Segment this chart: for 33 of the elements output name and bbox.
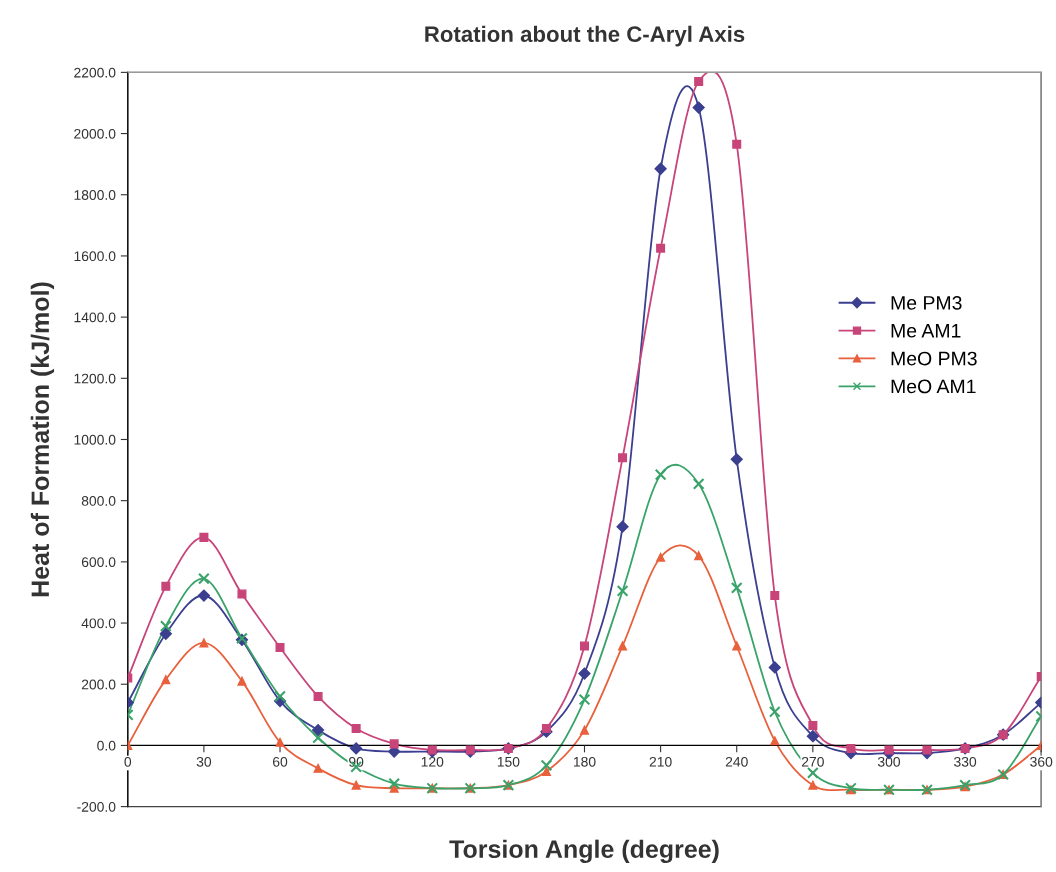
legend-label: Me PM3 xyxy=(891,295,962,310)
y-tick-label: 1000.0 xyxy=(74,434,116,445)
x-tick-label: 120 xyxy=(421,756,444,767)
y-axis-title: Heat of Formation (kJ/mol) xyxy=(30,282,55,597)
y-tick-label: 2200.0 xyxy=(74,67,116,78)
x-tick-label: 60 xyxy=(273,756,288,767)
y-tick-label: 0.0 xyxy=(97,740,116,751)
y-tick-label: 800.0 xyxy=(81,496,116,506)
x-axis-title: Torsion Angle (degree) xyxy=(449,839,719,864)
x-tick-label: 90 xyxy=(349,756,364,767)
y-tick-label: 1200.0 xyxy=(74,373,116,384)
x-tick-label: 30 xyxy=(196,756,212,767)
x-tick-label: 0 xyxy=(124,756,132,767)
chart-title: Rotation about the C-Aryl Axis xyxy=(425,25,745,47)
y-tick-label: 1600.0 xyxy=(74,251,116,262)
legend-label: MeO AM1 xyxy=(891,379,976,394)
x-tick-label: 180 xyxy=(573,756,596,767)
x-tick-label: 270 xyxy=(801,756,824,767)
y-tick-label: 2000.0 xyxy=(74,128,116,139)
y-tick-label: 1400.0 xyxy=(74,312,116,323)
legend-label: Me AM1 xyxy=(891,324,961,338)
x-tick-label: 150 xyxy=(497,756,520,767)
y-tick-label: 600.0 xyxy=(81,557,116,568)
x-tick-label: 240 xyxy=(725,756,748,767)
x-tick-label: 300 xyxy=(877,756,901,767)
y-tick-label: 200.0 xyxy=(81,679,116,690)
y-tick-label: 400.0 xyxy=(81,618,116,629)
y-tick-label: -200.0 xyxy=(77,801,116,812)
x-tick-label: 330 xyxy=(954,756,977,767)
x-tick-label: 210 xyxy=(649,756,672,767)
y-tick-label: 1800.0 xyxy=(74,190,116,200)
legend-label: MeO PM3 xyxy=(891,351,977,366)
x-tick-label: 360 xyxy=(1030,756,1053,767)
